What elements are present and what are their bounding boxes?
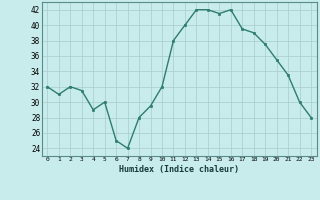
X-axis label: Humidex (Indice chaleur): Humidex (Indice chaleur): [119, 165, 239, 174]
